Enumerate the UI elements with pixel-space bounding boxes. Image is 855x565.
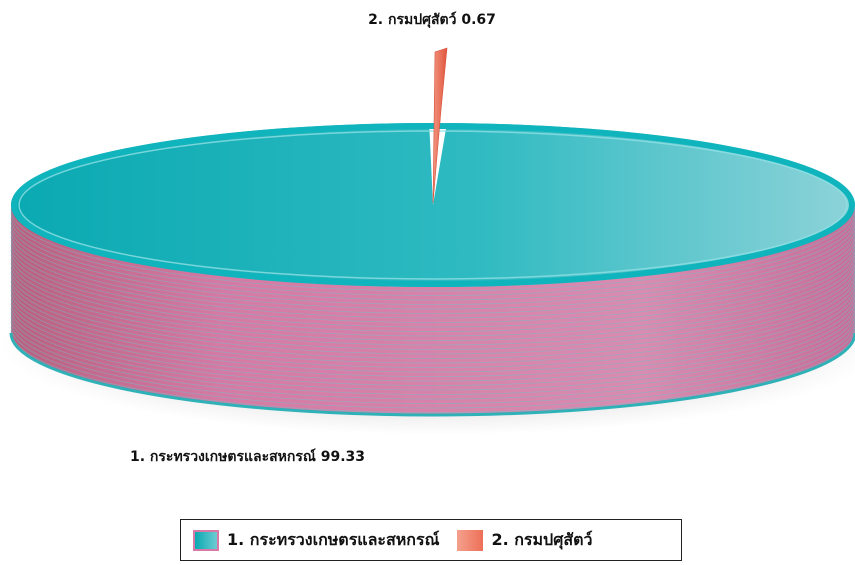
side-stripe bbox=[10, 276, 855, 359]
side-stripe bbox=[10, 231, 855, 314]
side-stripe bbox=[10, 235, 855, 319]
data-label-series-2: 2. กรมปศุสัตว์ 0.67 bbox=[368, 11, 496, 28]
side-stripe bbox=[10, 330, 855, 413]
side-stripe bbox=[10, 253, 855, 337]
pie-top-rim bbox=[11, 123, 855, 287]
legend-label-series-1: 1. กระทรวงเกษตรและสหกรณ์ bbox=[227, 529, 440, 549]
legend-item-series-1[interactable]: 1. กระทรวงเกษตรและสหกรณ์ bbox=[193, 528, 439, 553]
side-stripe bbox=[10, 240, 855, 323]
data-label-series-1: 1. กระทรวงเกษตรและสหกรณ์ 99.33 bbox=[130, 448, 365, 465]
side-stripe bbox=[10, 312, 855, 395]
side-stripe bbox=[10, 258, 855, 341]
side-stripe bbox=[10, 226, 855, 310]
legend-swatch-series-1 bbox=[193, 529, 219, 551]
pie-side-stripes bbox=[10, 208, 855, 413]
side-stripe bbox=[10, 325, 855, 409]
side-stripe bbox=[10, 271, 855, 355]
side-stripe bbox=[10, 321, 855, 404]
side-stripe bbox=[10, 294, 855, 377]
side-stripe bbox=[10, 267, 855, 350]
legend-swatch-series-2 bbox=[457, 529, 484, 551]
legend-label-series-2: 2. กรมปศุสัตว์ bbox=[491, 529, 593, 549]
pie-slice-series-1[interactable] bbox=[11, 123, 855, 287]
side-stripe bbox=[10, 208, 855, 292]
pie-bottom-rim bbox=[9, 332, 855, 417]
side-stripe bbox=[10, 298, 855, 382]
side-stripe bbox=[10, 289, 855, 373]
side-stripe bbox=[10, 244, 855, 328]
side-stripe bbox=[10, 217, 855, 301]
legend-item-series-2[interactable]: 2. กรมปศุสัตว์ bbox=[457, 528, 593, 553]
side-stripe bbox=[10, 213, 855, 296]
chart-legend: 1. กระทรวงเกษตรและสหกรณ์ 2. กรมปศุสัตว์ bbox=[180, 519, 682, 561]
pie-side-wall bbox=[11, 205, 855, 415]
side-stripe bbox=[10, 307, 855, 391]
side-stripe bbox=[10, 303, 855, 386]
side-stripe bbox=[10, 262, 855, 346]
side-stripe bbox=[10, 249, 855, 332]
side-stripe bbox=[10, 222, 855, 305]
side-stripe bbox=[10, 280, 855, 364]
pie-top-rim-highlight bbox=[18, 130, 848, 280]
side-stripe bbox=[10, 316, 855, 400]
side-stripe bbox=[10, 285, 855, 368]
pie-slice-series-2[interactable] bbox=[432, 47, 448, 204]
